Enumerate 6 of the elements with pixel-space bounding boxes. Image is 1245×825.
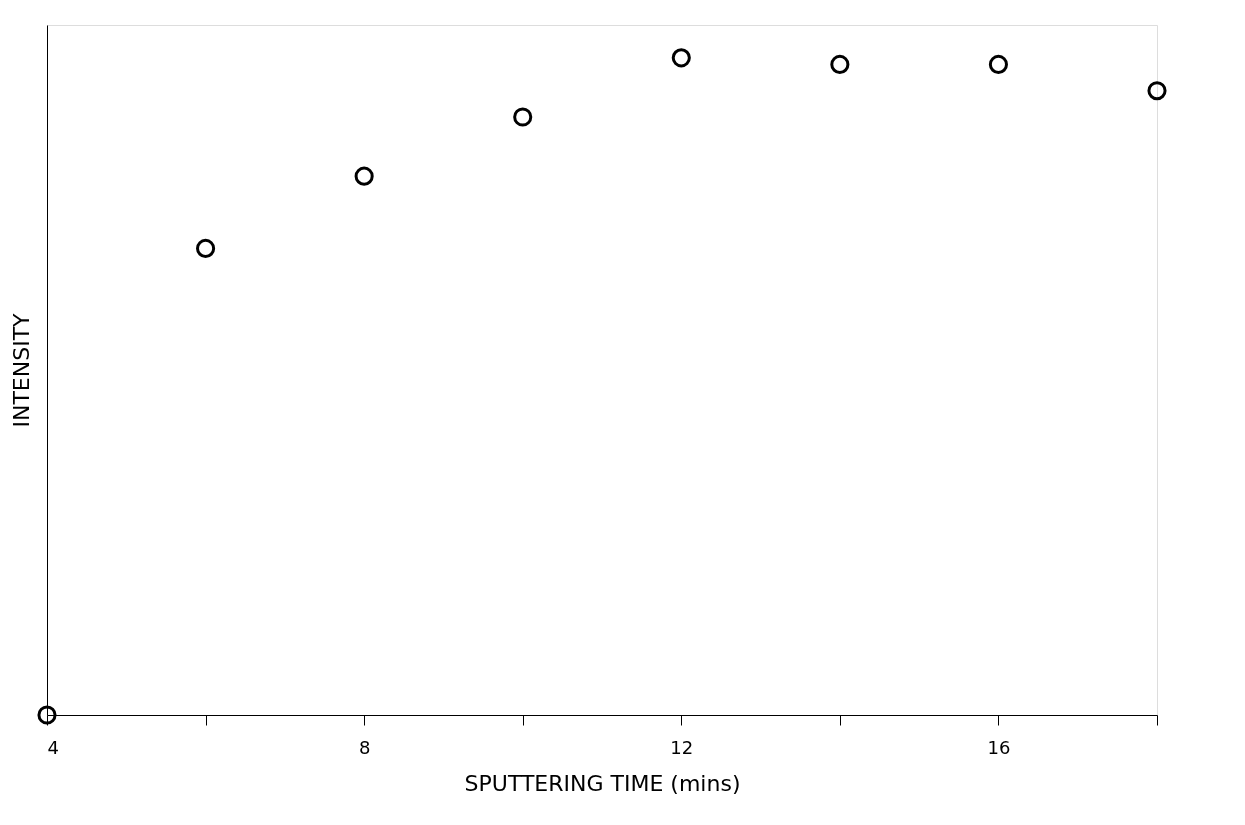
x-tick-label: 16 <box>987 736 1011 758</box>
x-axis-title: SPUTTERING TIME (mins) <box>464 770 741 796</box>
x-tick-label: 8 <box>358 736 371 758</box>
x-tick-label: 12 <box>670 736 694 758</box>
y-axis-title: INTENSITY <box>8 312 34 428</box>
x-tick-label: 4 <box>47 736 59 758</box>
